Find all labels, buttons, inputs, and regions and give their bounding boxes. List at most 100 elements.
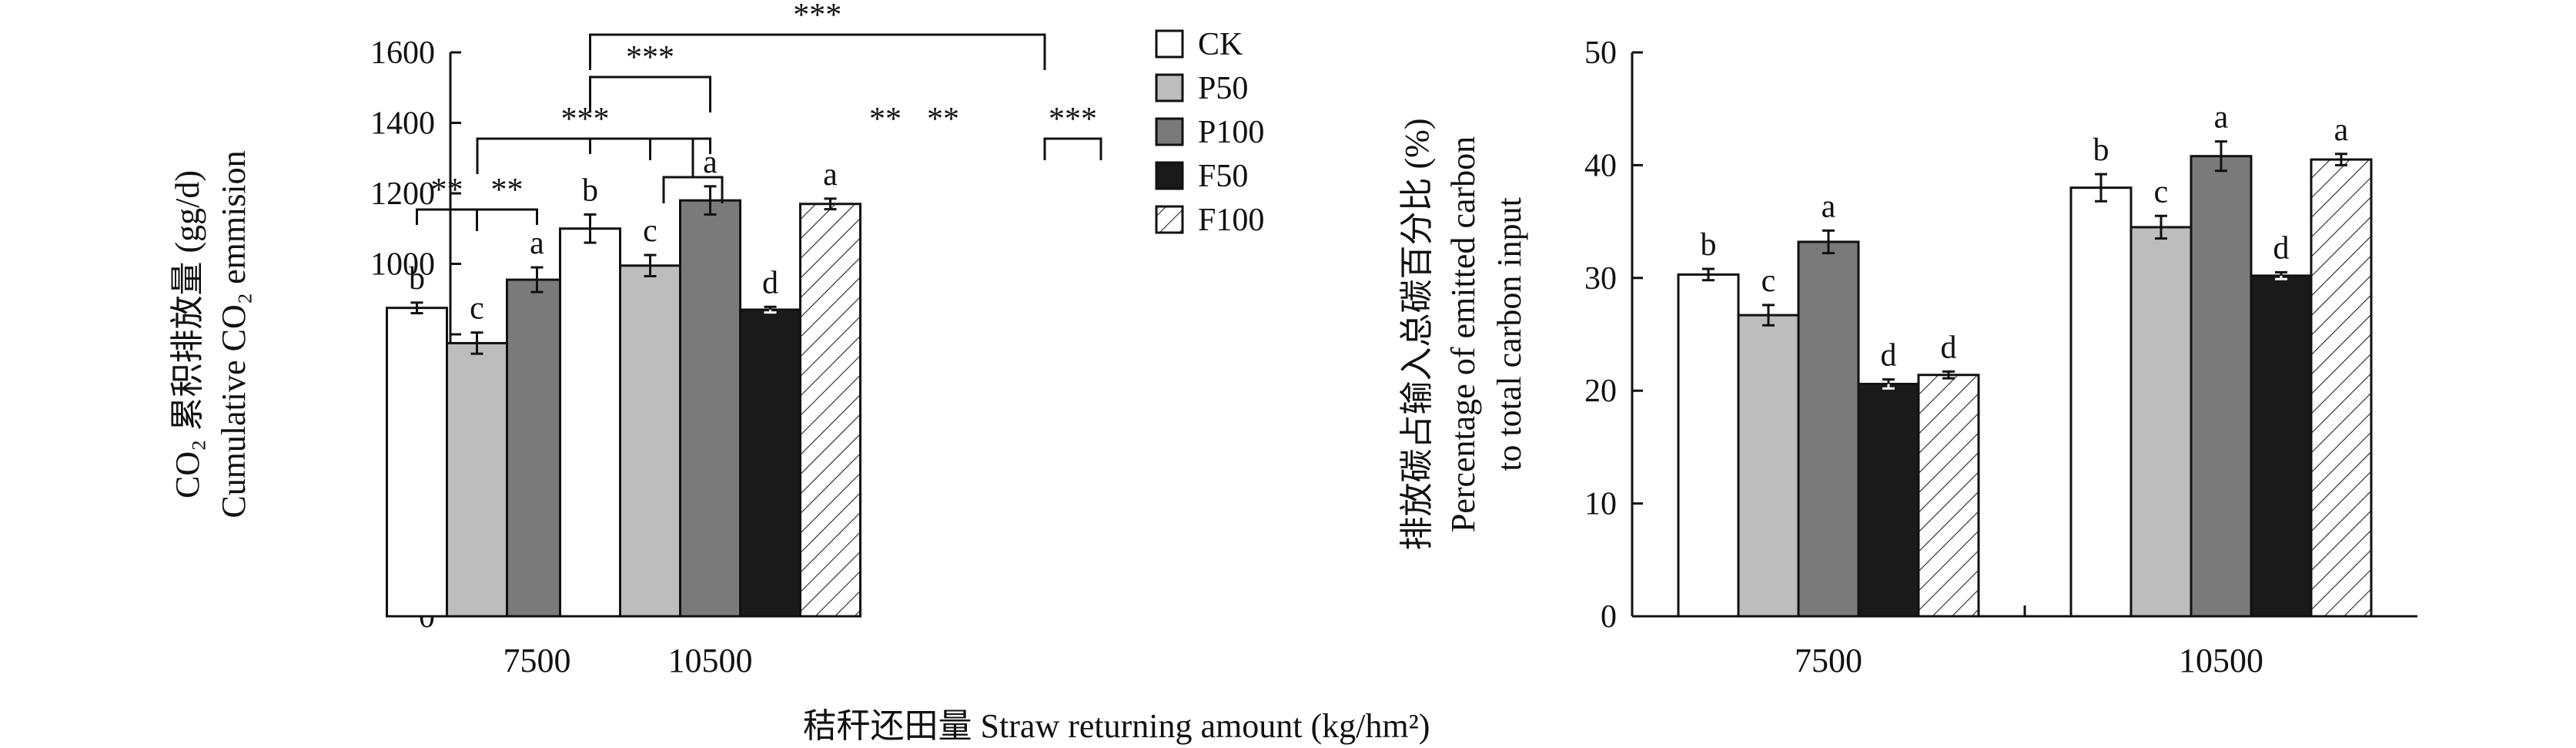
significance-letter: a	[823, 157, 838, 193]
legend-label: P50	[1198, 71, 1248, 106]
legend-label: F50	[1198, 159, 1248, 194]
significance-letter: a	[2334, 112, 2349, 148]
x-tick-label: 10500	[2179, 642, 2263, 679]
y-tick-label: 1600	[370, 35, 435, 71]
significance-letter: b	[1701, 227, 1717, 263]
significance-letter: a	[1822, 189, 1836, 224]
error-bar	[584, 213, 597, 244]
bar-f50-7500	[1857, 382, 1920, 618]
significance-stars: **	[927, 102, 959, 137]
bar-f100-10500	[2310, 158, 2373, 618]
y-tick-label: 50	[1584, 35, 1617, 71]
significance-stars: ***	[626, 40, 674, 75]
x-axis-label: 秸秆还田量 Straw returning amount (kg/hm²)	[803, 707, 1430, 745]
legend-swatch	[1155, 73, 1184, 102]
y-tick-label: 30	[1584, 261, 1617, 297]
significance-bracket: ***	[476, 102, 694, 177]
chart-emitted-carbon-percentage: 0 10 20 30 40 50 7500 b c a d d 10500 b c a d a 排放碳占输入总碳百分…	[1398, 35, 2417, 679]
error-bar	[2335, 153, 2347, 166]
legend-item-f50: F50	[1155, 159, 1248, 194]
bar-ck-7500	[386, 307, 448, 618]
significance-bracket: **	[416, 173, 478, 231]
error-bar	[704, 185, 717, 216]
chart-cumulative-co2: 020040060080010001200140016007500bcadd10…	[169, 0, 1102, 679]
y-axis-label-cn: CO₂ 累积排放量 (gg/d)	[169, 170, 206, 498]
significance-letter: c	[2154, 174, 2169, 210]
significance-stars: ***	[561, 102, 610, 137]
significance-bracket: ***	[1043, 102, 1102, 160]
significance-letter: a	[703, 145, 718, 180]
significance-bracket: ***	[589, 40, 711, 112]
bar-p100-7500	[1797, 240, 1860, 618]
legend-item-p100: P100	[1155, 115, 1264, 150]
y-tick-label: 20	[1584, 374, 1617, 409]
error-bar	[824, 197, 837, 211]
bar-p100-10500	[679, 199, 741, 618]
legend-item-f100: F100	[1155, 203, 1264, 238]
significance-letter: b	[2093, 132, 2109, 168]
bar-f50-10500	[739, 308, 801, 618]
bar-ck-10500	[2069, 186, 2133, 618]
significance-stars: ***	[1049, 102, 1097, 137]
legend: CK P50 P100 F50 F100	[1155, 27, 1264, 238]
x-tick-label: 7500	[1795, 642, 1862, 679]
error-bar	[1702, 267, 1715, 282]
significance-letter: c	[1761, 263, 1776, 299]
y-tick-label: 10	[1584, 487, 1617, 522]
y-tick-label: 1200	[370, 176, 435, 212]
x-tick-label: 10500	[668, 642, 753, 679]
error-bar	[2215, 140, 2227, 173]
error-bar	[2155, 214, 2167, 240]
y-tick-label: 0	[1601, 599, 1617, 635]
legend-swatch	[1155, 29, 1184, 59]
significance-bracket: ***	[589, 0, 1046, 70]
y-axis-label-cn: 排放碳占输入总碳百分比 (%)	[1398, 119, 1436, 551]
bar-p50-10500	[2129, 226, 2193, 618]
error-bar	[1942, 370, 1955, 380]
bar-f50-10500	[2250, 274, 2313, 618]
significance-letter: d	[1941, 330, 1957, 365]
legend-swatch	[1155, 117, 1184, 146]
legend-swatch	[1155, 161, 1184, 190]
bar-p100-7500	[506, 278, 568, 618]
bar-p50-7500	[446, 341, 508, 618]
significance-letter: b	[409, 261, 425, 297]
significance-stars: **	[869, 102, 902, 137]
bar-ck-10500	[559, 227, 621, 618]
bar-p100-10500	[2190, 155, 2253, 618]
bar-f100-7500	[1917, 374, 1980, 618]
y-axis-label-en: Cumulative CO₂ emmision	[215, 150, 253, 518]
legend-swatch	[1155, 205, 1184, 234]
y-tick-label: 1400	[370, 106, 435, 142]
bar-p50-10500	[619, 264, 681, 618]
significance-letter: b	[582, 173, 598, 208]
legend-item-p50: P50	[1155, 71, 1248, 106]
bar-p50-7500	[1737, 314, 1800, 618]
significance-letter: d	[2273, 230, 2290, 266]
significance-bracket: **	[476, 173, 538, 231]
error-bar	[644, 253, 657, 278]
significance-letter: a	[530, 226, 544, 261]
error-bar	[530, 266, 544, 293]
error-bar	[2275, 270, 2287, 280]
y-tick-label: 1000	[370, 247, 435, 283]
error-bar	[764, 305, 777, 314]
legend-label: CK	[1198, 27, 1243, 62]
error-bar	[2095, 173, 2107, 203]
significance-letter: d	[1881, 338, 1897, 374]
legend-item-ck: CK	[1155, 27, 1243, 62]
bar-f100-10500	[799, 203, 861, 618]
y-axis-label-en-1: Percentage of emitted carbon	[1444, 136, 1482, 532]
error-bar	[1762, 304, 1775, 327]
error-bar	[410, 301, 423, 315]
bar-ck-7500	[1677, 273, 1740, 618]
significance-stars: ***	[793, 0, 841, 33]
error-bar	[470, 331, 483, 355]
y-axis-label-en-2: to total carbon input	[1490, 197, 1528, 471]
significance-stars: **	[491, 173, 524, 208]
significance-stars: **	[431, 173, 463, 208]
significance-letter: c	[643, 213, 657, 249]
significance-letter: c	[470, 291, 484, 327]
legend-label: F100	[1198, 203, 1264, 238]
